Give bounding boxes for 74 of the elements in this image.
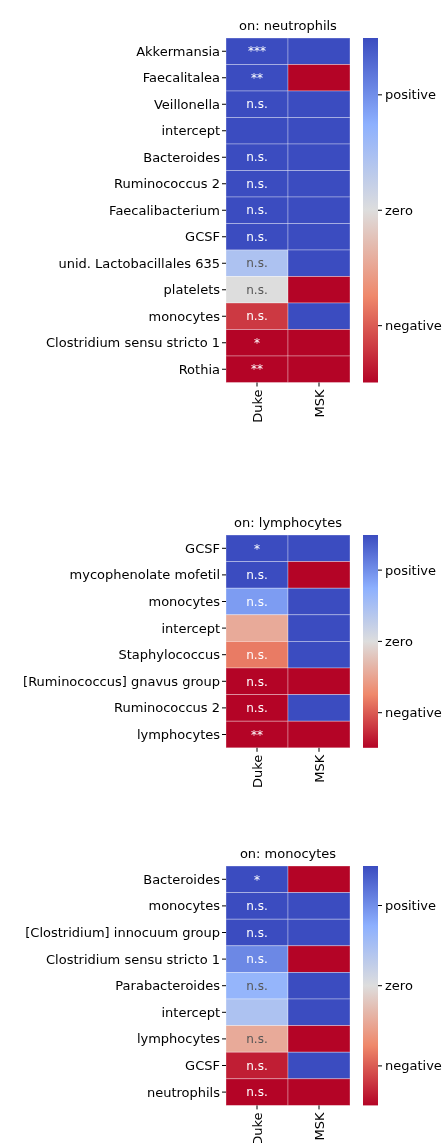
y-tick-label: platelets xyxy=(163,282,221,298)
y-tick-label: Faecalitalea xyxy=(142,70,220,86)
y-tick-label: neutrophils xyxy=(146,1084,221,1100)
data-label: n.s. xyxy=(246,229,268,244)
y-tick-label: Akkermansia xyxy=(136,43,220,59)
data-label: ** xyxy=(251,362,263,377)
data-label: n.s. xyxy=(246,701,268,716)
y-tick-label: intercept xyxy=(161,620,220,636)
y-tick-label: lymphocytes xyxy=(136,1031,221,1047)
chart-title: on: monocytes xyxy=(239,846,337,861)
data-label: n.s. xyxy=(246,1058,268,1073)
x-tick-label: MSK xyxy=(311,754,327,783)
y-tick-label: Bacteroides xyxy=(143,149,221,165)
x-tick-label: Duke xyxy=(249,389,265,423)
data-label: n.s. xyxy=(246,203,268,218)
y-tick-label: monocytes xyxy=(148,308,221,324)
data-label: n.s. xyxy=(246,97,268,112)
data-label: * xyxy=(254,335,260,350)
chart-title: on: neutrophils xyxy=(239,18,338,33)
x-tick-label: Duke xyxy=(249,754,265,789)
color-bar-label: negative xyxy=(385,705,442,721)
y-tick-label: Ruminococcus 2 xyxy=(114,700,220,716)
y-tick-label: GCSF xyxy=(185,540,220,556)
color-bar-label: zero xyxy=(385,978,413,994)
y-tick-label: Faecalibacterium xyxy=(109,202,220,218)
y-tick-label: Staphylococcus xyxy=(118,647,221,663)
color-bar-label: negative xyxy=(385,1058,442,1074)
data-label: n.s. xyxy=(246,647,268,662)
data-label: n.s. xyxy=(246,594,268,609)
data-label: n.s. xyxy=(246,176,268,191)
y-tick-label: intercept xyxy=(161,123,220,139)
color-bar-label: zero xyxy=(385,202,413,218)
data-label: n.s. xyxy=(246,925,268,940)
data-label: n.s. xyxy=(246,256,268,271)
y-tick-label: Veillonella xyxy=(153,96,220,112)
chart-title: on: lymphocytes xyxy=(234,515,343,530)
data-label: n.s. xyxy=(246,899,268,914)
data-label: n.s. xyxy=(246,674,268,689)
color-bar-label: positive xyxy=(385,562,436,578)
y-tick-label: mycophenolate mofetil xyxy=(69,567,220,583)
x-tick-label: MSK xyxy=(311,389,327,418)
color-bar-label: positive xyxy=(385,898,436,914)
y-tick-label: Rothia xyxy=(178,361,220,377)
y-tick-label: GCSF xyxy=(185,229,220,245)
data-label: n.s. xyxy=(246,309,268,324)
y-tick-label: GCSF xyxy=(185,1058,220,1074)
y-tick-label: monocytes xyxy=(148,594,221,610)
data-label: n.s. xyxy=(246,568,268,583)
x-tick-label: MSK xyxy=(311,1111,327,1141)
data-label: * xyxy=(254,872,260,887)
color-bar-label: negative xyxy=(385,318,442,334)
y-tick-label: monocytes xyxy=(148,898,221,914)
data-label: n.s. xyxy=(246,1032,268,1047)
y-tick-label: Clostridium sensu stricto 1 xyxy=(46,951,220,967)
data-label: *** xyxy=(248,44,266,59)
data-label: n.s. xyxy=(246,1085,268,1100)
y-tick-label: Parabacteroides xyxy=(115,978,221,994)
y-tick-label: unid. Lactobacillales 635 xyxy=(58,255,220,271)
data-label: n.s. xyxy=(246,282,268,297)
color-bar-label: positive xyxy=(385,87,436,103)
y-tick-label: lymphocytes xyxy=(136,727,221,743)
y-tick-label: Ruminococcus 2 xyxy=(114,176,220,192)
data-label: n.s. xyxy=(246,150,268,165)
data-label: * xyxy=(254,541,260,556)
data-label: n.s. xyxy=(246,978,268,993)
data-label: n.s. xyxy=(246,952,268,967)
y-tick-label: Clostridium sensu stricto 1 xyxy=(46,335,220,351)
y-tick-label: [Ruminococcus] gnavus group xyxy=(23,673,220,689)
y-tick-label: Bacteroides xyxy=(143,871,221,887)
data-label: ** xyxy=(251,70,263,85)
color-bar-label: zero xyxy=(385,633,413,649)
y-tick-label: intercept xyxy=(161,1004,220,1020)
data-label: ** xyxy=(251,727,263,742)
y-tick-label: [Clostridium] innocuum group xyxy=(25,925,220,941)
